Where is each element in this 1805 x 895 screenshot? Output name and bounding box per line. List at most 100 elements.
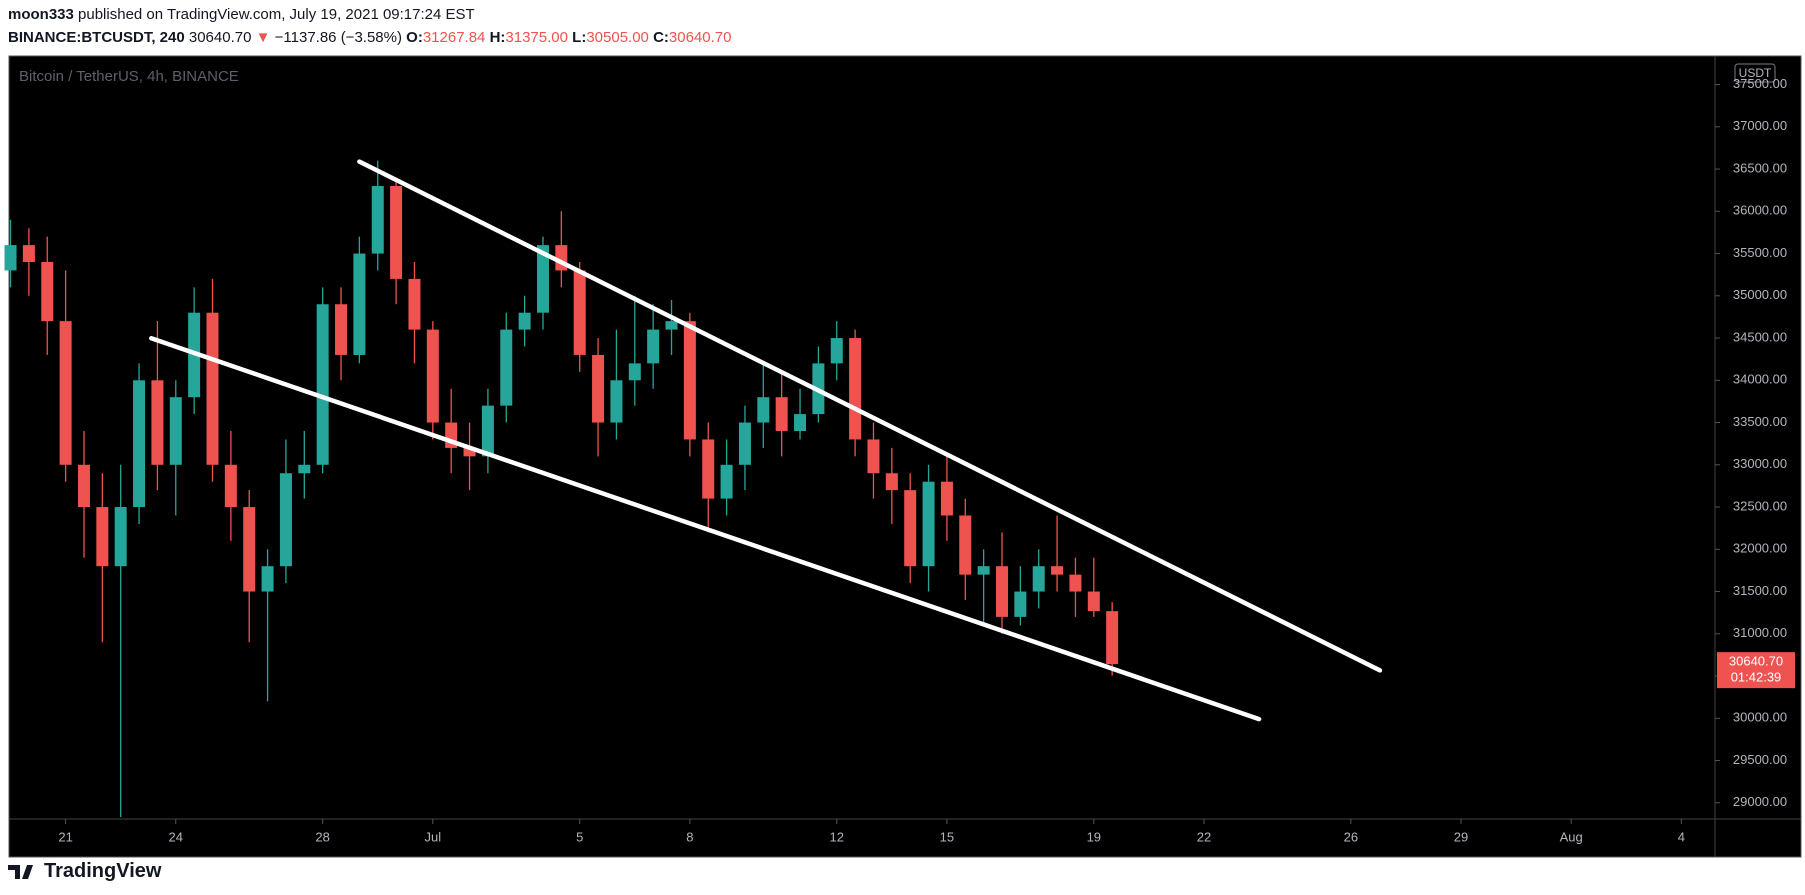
candle-body (133, 380, 146, 508)
candle-body (702, 439, 715, 499)
candle-body (830, 338, 843, 364)
footer: TradingView (8, 860, 161, 883)
candle-body (1032, 566, 1045, 592)
candle-body (757, 397, 770, 423)
y-tick-label: 34500.00 (1733, 329, 1787, 344)
published: published on TradingView.com, July 19, 2… (78, 6, 475, 23)
y-tick-label: 36500.00 (1733, 160, 1787, 175)
x-tick-label: 8 (686, 829, 693, 844)
y-tick-label: 33000.00 (1733, 456, 1787, 471)
x-tick-label: 19 (1087, 829, 1101, 844)
candle-body (206, 312, 219, 465)
x-tick-label: 24 (169, 829, 183, 844)
chart-frame (8, 55, 1802, 858)
candle-body (77, 464, 90, 508)
candle-body (261, 566, 274, 592)
candle-body (59, 321, 72, 465)
last-price-box (1717, 652, 1795, 689)
symbol: BINANCE:BTCUSDT, 240 (8, 29, 185, 46)
y-tick-label: 32000.00 (1733, 541, 1787, 556)
candle-body (243, 507, 256, 592)
candle-body (426, 329, 439, 423)
y-tick-label: 31500.00 (1733, 583, 1787, 598)
candle-body (536, 245, 549, 313)
candle-body (224, 464, 237, 508)
candle-body (408, 278, 421, 330)
publish-line: moon333 published on TradingView.com, Ju… (8, 6, 475, 23)
candle-body (1087, 591, 1100, 612)
candle-body (573, 270, 586, 355)
y-tick-label: 35000.00 (1733, 287, 1787, 302)
candle-body (22, 245, 35, 263)
candle-body (371, 185, 384, 254)
change: −1137.86 (−3.58%) (274, 29, 402, 46)
close: 30640.70 (668, 29, 732, 46)
y-tick-label: 30000.00 (1733, 710, 1787, 725)
plot (4, 159, 1383, 818)
candle-body (628, 363, 641, 381)
x-tick-label: 22 (1197, 829, 1211, 844)
candle-body (335, 304, 348, 355)
logo-icon (8, 864, 33, 879)
candle-body (151, 380, 164, 465)
candle-body (610, 380, 623, 423)
high: 31375.00 (505, 29, 568, 46)
candle-body (114, 507, 127, 567)
candle-body (316, 304, 329, 465)
candle-body (390, 185, 403, 279)
high-label: H: (489, 29, 506, 46)
y-tick-label: 33500.00 (1733, 414, 1787, 429)
candle-body (169, 397, 182, 465)
candle-body (647, 329, 660, 364)
candle-body (959, 515, 972, 575)
candle-body (977, 566, 990, 575)
candle-body (794, 414, 807, 431)
currency-badge (1734, 63, 1776, 83)
candle-body (41, 262, 54, 322)
candle-body (1069, 574, 1082, 592)
y-tick-label: 35500.00 (1733, 245, 1787, 260)
candle-body (922, 481, 935, 567)
x-tick-label: 15 (940, 829, 954, 844)
candle-body (683, 321, 696, 440)
x-tick-label: 21 (58, 829, 72, 844)
y-tick-label: 37000.00 (1733, 118, 1787, 133)
x-tick-label: 12 (830, 829, 844, 844)
close-label: C: (653, 29, 669, 46)
candle-body (96, 507, 109, 567)
candle-body (849, 338, 862, 440)
candle-body (298, 464, 311, 474)
candle-body (940, 481, 953, 516)
last: 30640.70 (188, 29, 252, 46)
y-tick-label: 34000.00 (1733, 372, 1787, 387)
candle-body (463, 447, 476, 457)
candle-body (904, 490, 917, 567)
x-tick-label: Jul (425, 829, 442, 844)
y-tick-label: 36000.00 (1733, 203, 1787, 218)
y-tick-label: 29000.00 (1733, 794, 1787, 809)
y-tick-label: 32500.00 (1733, 498, 1787, 513)
x-tick-label: 29 (1454, 829, 1468, 844)
candle-body (995, 566, 1008, 617)
candle-body (279, 473, 292, 567)
candle-body (353, 253, 366, 355)
x-tick-label: 26 (1344, 829, 1358, 844)
candle-body (720, 464, 733, 499)
trendline (357, 159, 1383, 673)
last-price-label: 30640.70 (1729, 654, 1783, 669)
author: moon333 (8, 6, 74, 23)
x-tick-label: Aug (1560, 829, 1583, 844)
x-tick-label: 28 (315, 829, 329, 844)
currency: USDT (1739, 66, 1772, 80)
chart-title: Bitcoin / TetherUS, 4h, BINANCE (19, 68, 239, 85)
low-label: L: (572, 29, 587, 46)
candle-body (500, 329, 513, 406)
countdown: 01:42:39 (1731, 670, 1782, 685)
low: 30505.00 (586, 29, 649, 46)
candle-body (1014, 591, 1027, 617)
candle-body (867, 439, 880, 474)
symbol-line: BINANCE:BTCUSDT, 240 30640.70 ▼ −1137.86… (8, 29, 731, 46)
y-tick-label: 37500.00 (1733, 76, 1787, 91)
candle-body (885, 473, 898, 491)
